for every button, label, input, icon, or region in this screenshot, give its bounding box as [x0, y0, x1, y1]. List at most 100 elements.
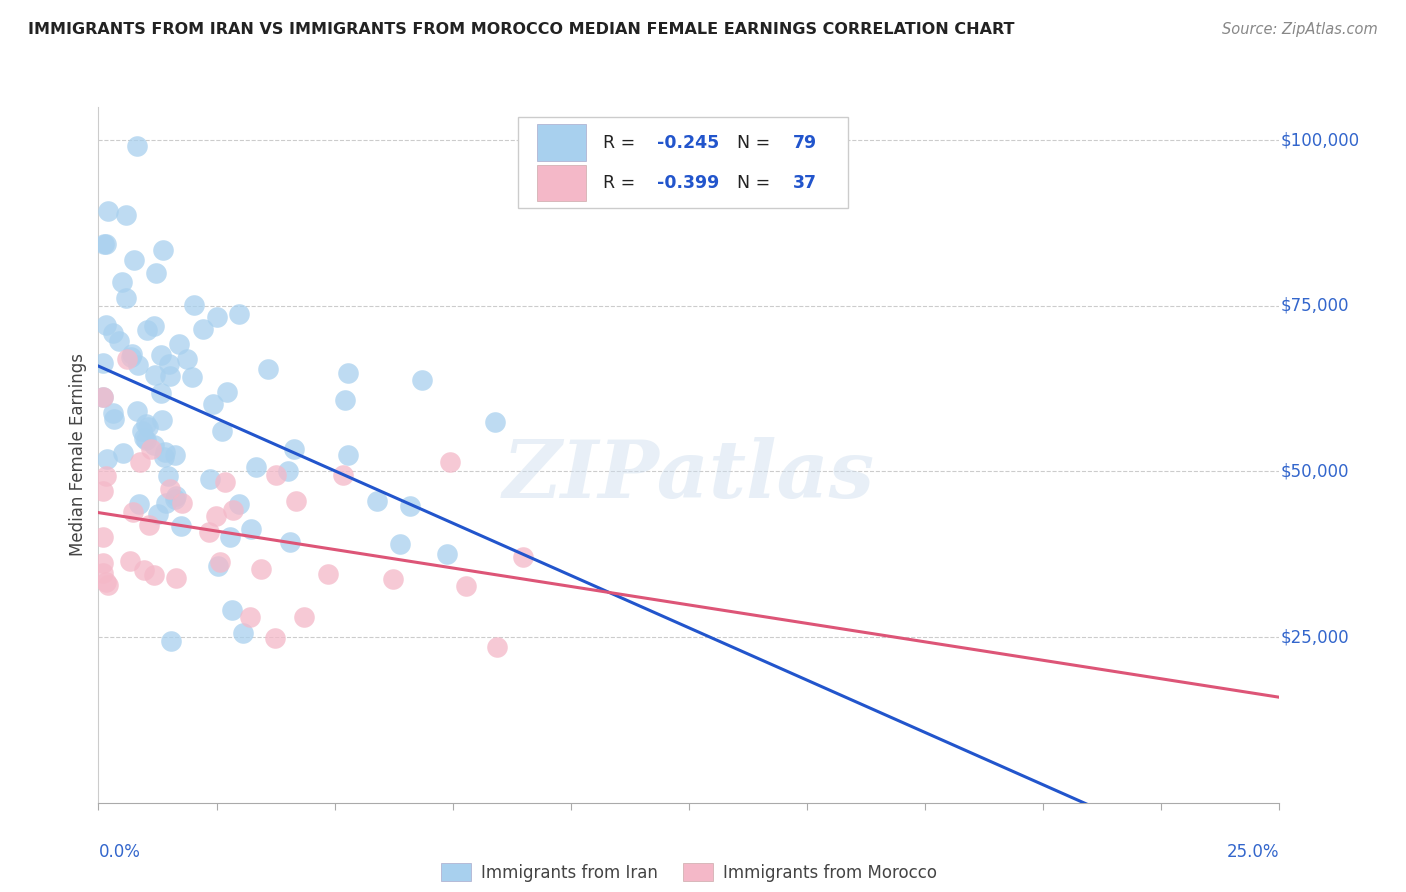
Point — [155, 496, 177, 510]
Point — [366, 494, 388, 508]
Text: 79: 79 — [793, 134, 817, 152]
Point — [94, 469, 117, 483]
Point — [149, 348, 172, 362]
Text: $100,000: $100,000 — [1281, 131, 1360, 149]
Point — [125, 404, 148, 418]
Point — [132, 431, 155, 445]
Point — [159, 482, 181, 496]
Point — [156, 469, 179, 483]
Point — [111, 275, 134, 289]
Point — [219, 530, 242, 544]
Point — [170, 519, 193, 533]
Point — [222, 503, 245, 517]
Text: $50,000: $50,000 — [1281, 462, 1350, 481]
FancyBboxPatch shape — [537, 165, 586, 201]
Point — [172, 496, 194, 510]
Point — [245, 459, 267, 474]
Point — [277, 464, 299, 478]
Text: -0.399: -0.399 — [657, 174, 720, 192]
Point — [132, 563, 155, 577]
Point — [138, 518, 160, 533]
Point — [120, 350, 142, 364]
Point — [153, 450, 176, 465]
Point — [382, 572, 405, 586]
Point — [101, 406, 124, 420]
Point — [153, 445, 176, 459]
Point — [388, 537, 411, 551]
Point — [332, 468, 354, 483]
Point — [263, 631, 285, 645]
Text: -0.245: -0.245 — [657, 134, 720, 152]
Point — [167, 337, 190, 351]
Point — [283, 442, 305, 456]
Text: ZIPatlas: ZIPatlas — [503, 437, 875, 515]
Point — [135, 417, 157, 431]
Point — [256, 362, 278, 376]
Point — [484, 415, 506, 429]
Point — [337, 448, 360, 462]
Point — [239, 610, 262, 624]
Point — [159, 634, 181, 648]
Point — [143, 438, 166, 452]
Point — [436, 547, 458, 561]
Point — [207, 559, 229, 574]
Point — [120, 554, 142, 568]
Point — [115, 291, 138, 305]
Point — [439, 455, 461, 469]
Point — [93, 236, 115, 251]
Point — [108, 334, 131, 349]
Text: IMMIGRANTS FROM IRAN VS IMMIGRANTS FROM MOROCCO MEDIAN FEMALE EARNINGS CORRELATI: IMMIGRANTS FROM IRAN VS IMMIGRANTS FROM … — [28, 22, 1015, 37]
Point — [264, 468, 287, 483]
Point — [456, 579, 478, 593]
Point — [122, 252, 145, 267]
Point — [239, 522, 262, 536]
Point — [91, 390, 114, 404]
FancyBboxPatch shape — [517, 118, 848, 208]
Point — [183, 297, 205, 311]
Point — [512, 550, 534, 565]
Point — [249, 561, 271, 575]
Point — [336, 366, 359, 380]
Point — [117, 351, 139, 366]
Point — [292, 609, 315, 624]
Point — [145, 368, 167, 382]
Point — [91, 484, 114, 499]
Legend: Immigrants from Iran, Immigrants from Morocco: Immigrants from Iran, Immigrants from Mo… — [434, 856, 943, 888]
Point — [165, 492, 187, 507]
Point — [96, 237, 118, 252]
Point — [128, 497, 150, 511]
Point — [103, 326, 125, 340]
Point — [91, 566, 114, 580]
Point — [333, 393, 356, 408]
Point — [103, 412, 125, 426]
Point — [191, 322, 214, 336]
Point — [211, 424, 233, 438]
Point — [125, 138, 148, 153]
Text: Source: ZipAtlas.com: Source: ZipAtlas.com — [1222, 22, 1378, 37]
Point — [112, 446, 135, 460]
Point — [205, 310, 228, 324]
Text: R =: R = — [603, 174, 641, 192]
Point — [96, 452, 118, 467]
Point — [285, 494, 308, 508]
Point — [139, 442, 162, 457]
Point — [94, 318, 117, 332]
Point — [97, 203, 120, 218]
Point — [165, 489, 187, 503]
Point — [97, 578, 120, 592]
Point — [145, 266, 167, 280]
Point — [91, 356, 114, 370]
Point — [232, 625, 254, 640]
Point — [278, 535, 301, 549]
Point — [129, 455, 152, 469]
Point — [96, 574, 118, 589]
Point — [121, 347, 143, 361]
Text: $25,000: $25,000 — [1281, 628, 1350, 646]
Text: 0.0%: 0.0% — [98, 843, 141, 861]
Point — [91, 390, 114, 404]
Text: R =: R = — [603, 134, 641, 152]
Point — [142, 568, 165, 582]
Point — [135, 433, 157, 447]
Point — [214, 475, 236, 489]
Text: 25.0%: 25.0% — [1227, 843, 1279, 861]
